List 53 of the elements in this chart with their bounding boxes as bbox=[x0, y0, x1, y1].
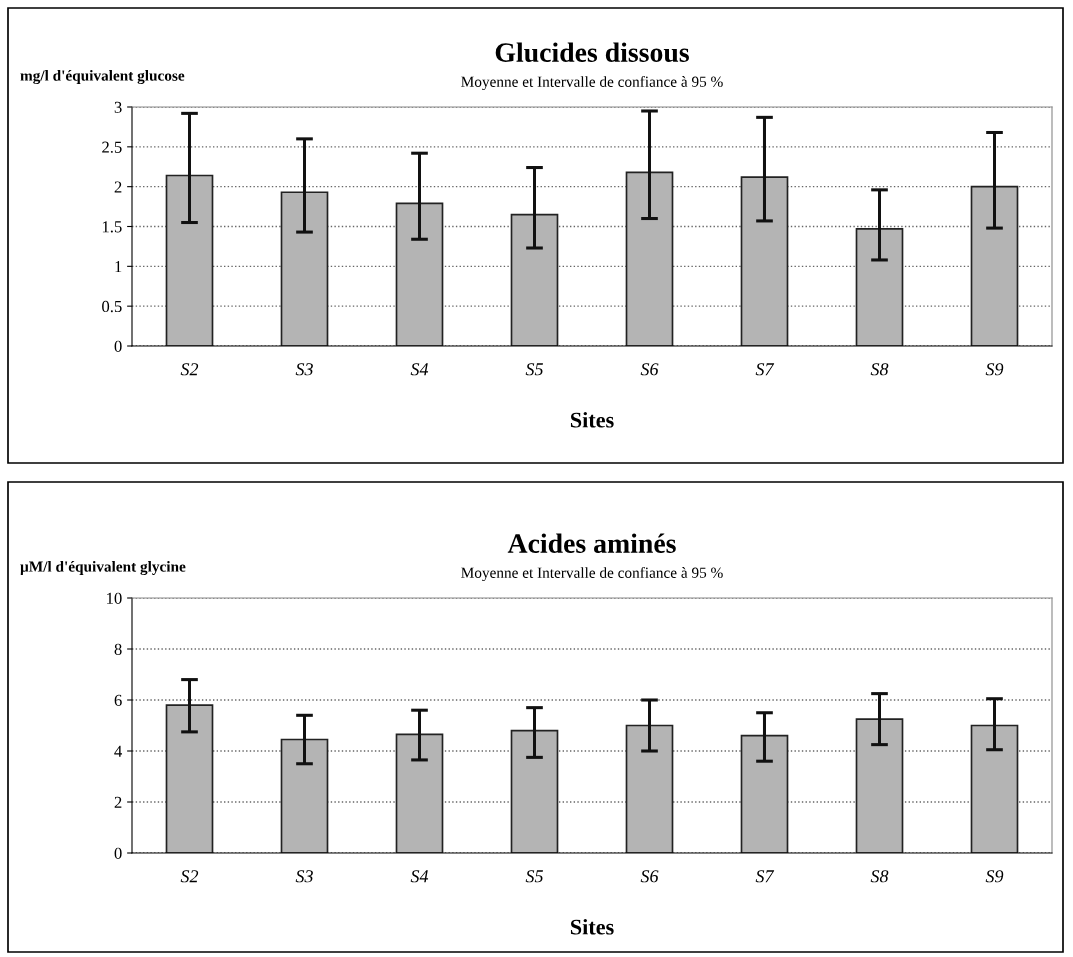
x-tick-label: S2 bbox=[180, 870, 199, 883]
chart-title: Glucides dissous bbox=[495, 42, 689, 63]
x-tick-label: S8 bbox=[870, 363, 889, 376]
bar bbox=[395, 733, 444, 853]
chart-title: Acides aminés bbox=[507, 533, 676, 553]
x-tick-label: S5 bbox=[525, 870, 543, 883]
x-axis-title: Sites bbox=[570, 918, 614, 935]
bar bbox=[510, 729, 559, 853]
y-tick-label: 2.5 bbox=[102, 141, 122, 153]
x-tick-label: S7 bbox=[755, 870, 775, 883]
bar bbox=[970, 724, 1019, 853]
y-tick-label: 1 bbox=[115, 261, 122, 273]
bar bbox=[855, 228, 904, 346]
bar bbox=[740, 734, 789, 853]
x-tick-label: S5 bbox=[525, 363, 543, 376]
y-axis-title: µM/l d'équivalent glycine bbox=[20, 561, 186, 575]
y-tick-label: 8 bbox=[114, 643, 122, 655]
x-axis-title: Sites bbox=[570, 411, 614, 428]
bar bbox=[625, 171, 674, 346]
x-tick-label: S3 bbox=[295, 870, 313, 883]
bar bbox=[395, 202, 444, 346]
x-tick-label: S4 bbox=[410, 870, 429, 883]
y-tick-label: 1.5 bbox=[102, 221, 122, 233]
bar bbox=[740, 176, 789, 346]
y-tick-label: 0.5 bbox=[102, 300, 122, 313]
y-tick-label: 0 bbox=[114, 340, 122, 352]
x-tick-label: S2 bbox=[180, 363, 199, 376]
x-tick-label: S9 bbox=[985, 363, 1004, 376]
x-tick-label: S9 bbox=[985, 870, 1004, 883]
y-tick-label: 2 bbox=[114, 181, 122, 193]
y-tick-label: 6 bbox=[114, 694, 122, 706]
y-tick-label: 2 bbox=[114, 796, 122, 808]
x-tick-label: S6 bbox=[640, 363, 659, 376]
y-tick-label: 3 bbox=[114, 101, 122, 113]
y-tick-label: 0 bbox=[114, 847, 122, 859]
chart-subtitle: Moyenne et Intervalle de confiance à 95 % bbox=[461, 75, 723, 91]
bar bbox=[280, 191, 329, 346]
bar bbox=[280, 738, 329, 853]
y-tick-label: 4 bbox=[114, 745, 123, 757]
x-tick-label: S6 bbox=[640, 870, 659, 883]
chart-subtitle: Moyenne et Intervalle de confiance à 95 % bbox=[461, 566, 723, 582]
bar bbox=[855, 718, 904, 853]
bar bbox=[625, 724, 674, 853]
x-tick-label: S3 bbox=[295, 363, 313, 376]
y-axis-title: mg/l d'équivalent glucose bbox=[20, 70, 185, 84]
x-tick-label: S7 bbox=[755, 363, 775, 376]
x-tick-label: S8 bbox=[870, 870, 889, 883]
bar bbox=[165, 174, 214, 346]
x-tick-label: S4 bbox=[410, 363, 429, 376]
bar bbox=[970, 185, 1019, 346]
bar bbox=[165, 704, 214, 853]
y-tick-label: 10 bbox=[107, 592, 122, 604]
bar bbox=[510, 213, 559, 346]
